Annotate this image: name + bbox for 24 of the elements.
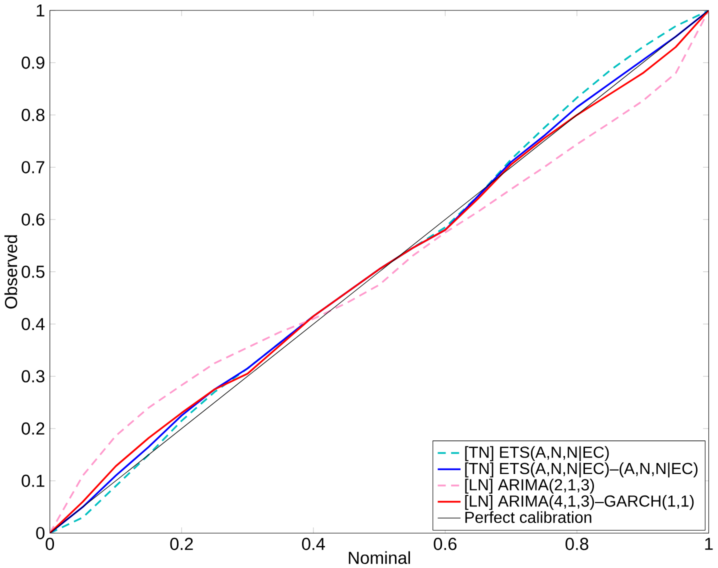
legend-label: [TN] ETS(A,N,N|EC) <box>465 446 609 461</box>
x-tick-label: 1 <box>705 538 713 550</box>
legend-label: Perfect calibration <box>465 511 592 523</box>
y-tick-label: 0.3 <box>22 370 44 382</box>
x-tick-label: 0.2 <box>170 538 193 550</box>
y-tick-label: 0 <box>36 526 44 540</box>
y-tick-label: 0.8 <box>22 108 44 121</box>
legend-label: [TN] ETS(A,N,N|EC)–(A,N,N|EC) <box>465 462 698 478</box>
y-tick-label: 0.2 <box>22 422 44 434</box>
x-tick-label: 0 <box>46 538 54 550</box>
x-tick-label: 0.8 <box>566 538 588 550</box>
y-tick-label: 1 <box>36 4 44 16</box>
legend-label: [LN] ARIMA(4,1,3)–GARCH(1,1) <box>465 494 694 510</box>
x-tick-label: 0.4 <box>302 538 325 550</box>
y-tick-label: 0.9 <box>22 56 44 69</box>
y-tick-label: 0.7 <box>22 160 44 174</box>
y-tick-label: 0.6 <box>22 213 44 226</box>
x-tick-label: 0.6 <box>434 538 456 550</box>
y-tick-label: 0.1 <box>22 474 44 487</box>
legend-label: [LN] ARIMA(2,1,3) <box>465 478 594 494</box>
y-axis-title: Observed <box>4 235 18 308</box>
x-axis-title: Nominal <box>348 551 410 564</box>
y-tick-label: 0.4 <box>22 318 45 330</box>
y-tick-label: 0.5 <box>22 265 44 278</box>
